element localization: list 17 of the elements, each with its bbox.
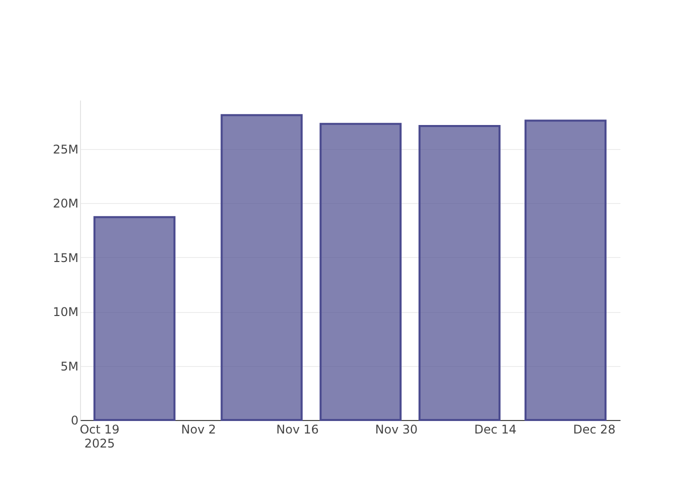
- x-tick-label: Dec 28: [573, 422, 616, 436]
- bar: [93, 216, 176, 421]
- bar: [524, 120, 607, 421]
- bar: [220, 114, 303, 421]
- x-tick-label: Oct 19 2025: [80, 422, 120, 450]
- y-tick-label: 0: [70, 414, 78, 428]
- y-tick-label: 25M: [52, 142, 78, 156]
- bar: [320, 122, 402, 421]
- y-tick-label: 15M: [52, 250, 78, 265]
- bar: [418, 125, 501, 421]
- y-tick-label: 5M: [60, 359, 78, 374]
- x-tick-label: Dec 14: [474, 422, 517, 436]
- x-tick-label: Nov 2: [181, 422, 216, 436]
- x-tick-label: Nov 16: [276, 422, 319, 436]
- y-tick-label: 20M: [52, 196, 78, 211]
- x-tick-label: Nov 30: [375, 422, 418, 436]
- y-tick-label: 10M: [52, 305, 78, 320]
